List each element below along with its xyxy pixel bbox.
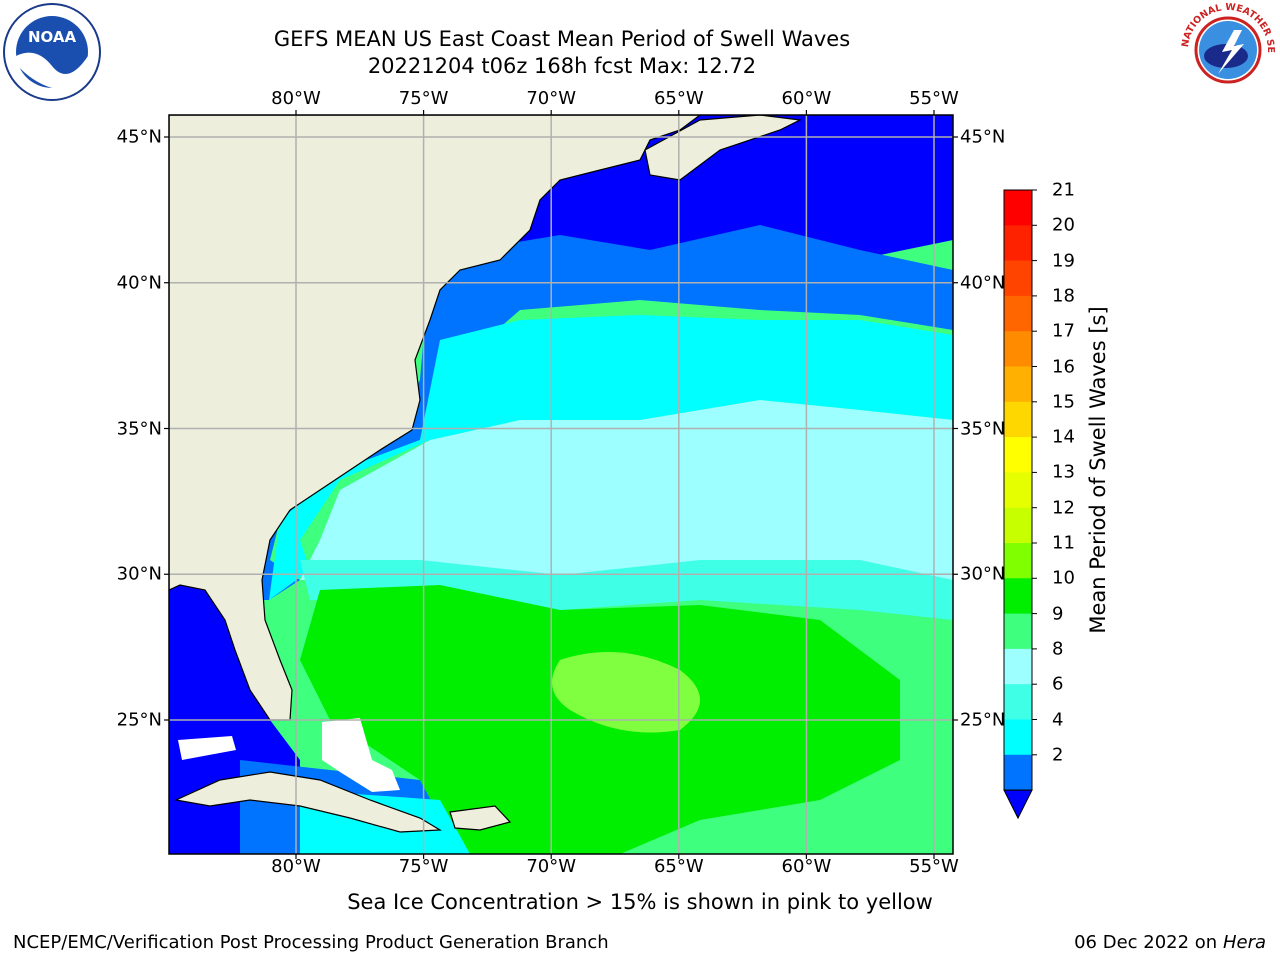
noaa-logo-text: NOAA <box>28 28 77 46</box>
map-gridlines <box>169 115 953 854</box>
credit-machine: Hera <box>1222 932 1266 953</box>
colorbar-swatch-11 <box>1004 578 1032 615</box>
nws-logo: NATIONAL WEATHER SERVICE <box>1178 0 1276 98</box>
colorbar-swatch-4 <box>1004 331 1032 367</box>
lon-label-bottom-3: 65°W <box>653 856 704 877</box>
colorbar-swatch-15 <box>1004 719 1032 756</box>
credit-date-text: 06 Dec 2022 on <box>1074 932 1218 953</box>
lon-label-top-0: 80°W <box>271 88 321 109</box>
colorbar-swatch-1 <box>1004 225 1032 262</box>
lon-label-top-4: 60°W <box>781 88 832 109</box>
colorbar-label-11: 10 <box>1052 567 1075 589</box>
colorbar-frame <box>1003 189 1033 791</box>
colorbar-label-15: 4 <box>1052 709 1064 730</box>
lon-label-top-3: 65°W <box>653 88 704 109</box>
colorbar-swatch-5 <box>1004 366 1032 403</box>
colorbar-label-8: 13 <box>1052 461 1075 483</box>
lon-label-bottom-5: 55°W <box>909 856 959 877</box>
map-frame <box>168 114 954 855</box>
land-nova-scotia <box>644 115 803 181</box>
colorbar-label-14: 6 <box>1052 673 1064 695</box>
colorbar-label-5: 16 <box>1052 356 1075 377</box>
map-ticks <box>164 110 958 859</box>
credit-date: 06 Dec 2022 on Hera <box>1074 932 1266 953</box>
lon-label-top-5: 55°W <box>909 88 959 109</box>
land-north-america <box>169 115 701 721</box>
lon-label-top-1: 75°W <box>398 88 449 109</box>
lat-label-right-3: 30°N <box>960 563 1006 585</box>
colorbar-label-3: 18 <box>1052 285 1075 307</box>
land-hispaniola <box>449 805 512 831</box>
colorbar-label-13: 8 <box>1052 638 1064 660</box>
lon-label-bottom-0: 80°W <box>271 856 321 877</box>
colorbar-swatch-0 <box>1004 190 1032 226</box>
colorbar-label-1: 20 <box>1052 214 1075 236</box>
lon-label-bottom-1: 75°W <box>398 856 449 877</box>
lat-label-left-4: 25°N <box>116 709 162 731</box>
ocean-band-cyan <box>269 315 953 600</box>
lat-label-left-1: 40°N <box>116 272 162 294</box>
colorbar-swatch-6 <box>1004 401 1032 438</box>
land-cuba <box>173 771 443 833</box>
colorbar-label-4: 17 <box>1052 320 1075 342</box>
colorbar-label-10: 11 <box>1052 532 1075 554</box>
lat-label-right-2: 35°N <box>960 418 1006 439</box>
colorbar-label-7: 14 <box>1052 426 1075 448</box>
lat-label-left-0: 45°N <box>116 126 162 148</box>
colorbar-label-16: 2 <box>1052 744 1064 766</box>
sea-ice-note: Sea Ice Concentration > 15% is shown in … <box>347 890 933 914</box>
colorbar-label-0: 21 <box>1052 179 1075 201</box>
colorbar-swatch-7 <box>1004 437 1032 473</box>
colorbar-swatch-2 <box>1004 260 1032 297</box>
map-title: GEFS MEAN US East Coast Mean Period of S… <box>273 27 851 51</box>
colorbar-label-2: 19 <box>1052 250 1075 272</box>
noaa-logo: NOAA <box>3 3 101 101</box>
colorbar-swatch-3 <box>1004 295 1032 332</box>
colorbar-title: Mean Period of Swell Waves [s] <box>1086 306 1110 634</box>
colorbar-label-12: 9 <box>1052 603 1064 625</box>
bahamas-shoals <box>322 718 400 792</box>
colorbar-label-6: 15 <box>1052 391 1075 413</box>
lat-label-left-2: 35°N <box>116 418 162 439</box>
ocean-patch-lime <box>552 652 700 733</box>
colorbar-swatch-8 <box>1004 472 1032 509</box>
lat-label-right-4: 25°N <box>960 709 1006 731</box>
colorbar-swatch-16 <box>1004 754 1032 791</box>
colorbar-swatch-10 <box>1004 543 1032 579</box>
florida-bay-shoals <box>178 736 236 760</box>
colorbar-swatch-13 <box>1004 648 1032 685</box>
lon-label-bottom-2: 70°W <box>526 856 577 877</box>
colorbar-swatch-9 <box>1004 507 1032 544</box>
colorbar-extend-arrow <box>1003 789 1033 820</box>
lon-label-bottom-4: 60°W <box>781 856 832 877</box>
colorbar-swatch-14 <box>1004 684 1032 720</box>
lat-label-right-1: 40°N <box>960 272 1006 294</box>
lon-label-top-2: 70°W <box>526 88 577 109</box>
colorbar-swatch-12 <box>1004 613 1032 650</box>
ocean-band-lightcyan <box>300 400 953 610</box>
credit-branch: NCEP/EMC/Verification Post Processing Pr… <box>13 932 609 953</box>
lat-label-left-3: 30°N <box>116 563 162 585</box>
map-subtitle: 20221204 t06z 168h fcst Max: 12.72 <box>367 54 757 78</box>
colorbar-label-9: 12 <box>1052 497 1075 519</box>
colorbar <box>1003 189 1037 820</box>
lat-label-right-0: 45°N <box>960 126 1006 148</box>
